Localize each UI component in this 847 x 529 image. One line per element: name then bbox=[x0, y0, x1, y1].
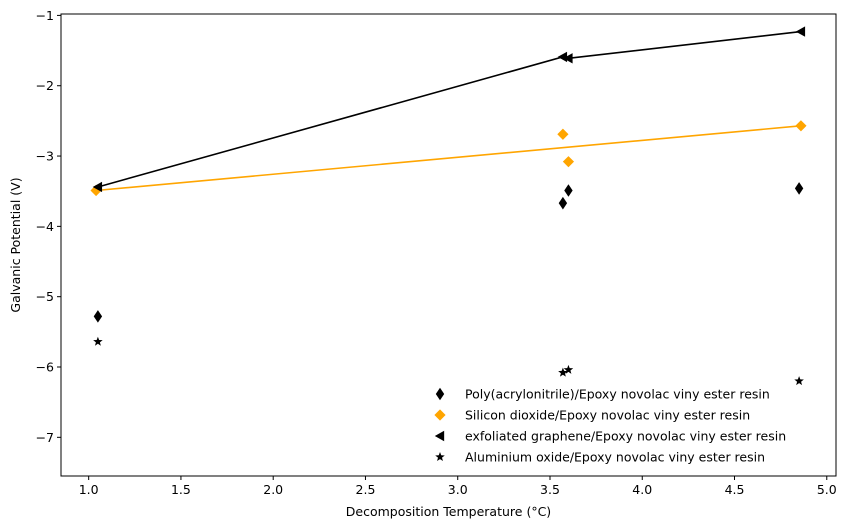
data-point-series-3 bbox=[93, 336, 103, 346]
x-tick-label: 1.0 bbox=[79, 482, 99, 497]
x-tick-label: 4.0 bbox=[632, 482, 652, 497]
series-line-2 bbox=[97, 30, 802, 188]
data-point-series-1 bbox=[90, 184, 102, 197]
data-point-series-0 bbox=[564, 184, 573, 197]
x-tick-label: 2.5 bbox=[356, 482, 376, 497]
data-point-series-0 bbox=[794, 182, 804, 195]
data-point-series-3 bbox=[794, 376, 804, 386]
data-point-series-2 bbox=[92, 181, 103, 193]
series-lines bbox=[95, 30, 802, 192]
x-tick-label: 3.5 bbox=[540, 482, 560, 497]
series-line-1 bbox=[95, 125, 802, 192]
data-point-series-3 bbox=[563, 364, 574, 374]
y-axis-label: Galvanic Potential (V) bbox=[8, 177, 23, 312]
y-axis-ticks: −7 −6 −5 −4 −3 −2 −1 bbox=[36, 8, 61, 445]
legend: Poly(acrylonitrile)/Epoxy novolac viny e… bbox=[434, 387, 786, 465]
x-tick-label: 3.0 bbox=[448, 482, 468, 497]
legend-entry-2: exfoliated graphene/Epoxy novolac viny e… bbox=[465, 429, 786, 444]
x-tick-label: 4.5 bbox=[725, 482, 745, 497]
data-point-series-1 bbox=[562, 156, 575, 168]
x-axis-label: Decomposition Temperature (°C) bbox=[346, 504, 551, 519]
legend-marker-3 bbox=[435, 452, 445, 462]
y-tick-label: −4 bbox=[36, 219, 54, 234]
y-tick-label: −1 bbox=[36, 8, 54, 23]
x-tick-label: 2.0 bbox=[263, 482, 283, 497]
data-point-series-0 bbox=[558, 196, 568, 210]
data-points bbox=[90, 26, 807, 386]
legend-marker-1 bbox=[434, 409, 446, 421]
data-point-series-1 bbox=[795, 120, 807, 132]
data-point-series-1 bbox=[557, 128, 569, 140]
x-tick-label: 5.0 bbox=[817, 482, 837, 497]
legend-marker-2 bbox=[434, 430, 445, 442]
legend-entry-1: Silicon dioxide/Epoxy novolac viny ester… bbox=[465, 408, 750, 423]
plot-frame bbox=[60, 13, 837, 477]
legend-entry-0: Poly(acrylonitrile)/Epoxy novolac viny e… bbox=[465, 387, 770, 402]
legend-entry-3: Aluminium oxide/Epoxy novolac viny ester… bbox=[465, 450, 765, 465]
x-tick-label: 1.5 bbox=[171, 482, 191, 497]
legend-marker-0 bbox=[435, 387, 445, 401]
data-point-series-2 bbox=[557, 51, 568, 63]
y-tick-label: −5 bbox=[36, 289, 54, 304]
data-point-series-0 bbox=[93, 310, 103, 323]
y-tick-label: −3 bbox=[36, 149, 54, 164]
x-axis-ticks: 1.0 1.5 2.0 2.5 3.0 3.5 4.0 4.5 5.0 bbox=[79, 476, 837, 497]
y-tick-label: −6 bbox=[36, 360, 54, 375]
data-point-series-3 bbox=[558, 367, 568, 377]
y-tick-label: −7 bbox=[36, 430, 54, 445]
data-point-series-2 bbox=[795, 26, 806, 37]
y-tick-label: −2 bbox=[36, 78, 54, 93]
data-point-series-2 bbox=[563, 53, 573, 64]
